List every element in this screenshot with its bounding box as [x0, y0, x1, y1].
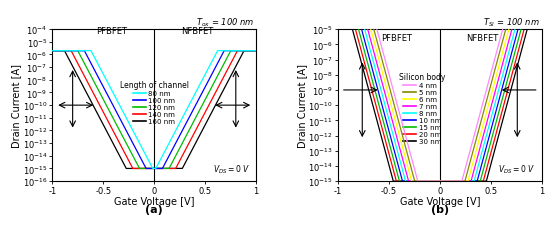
Text: $T_{ox}$ = 100 nm: $T_{ox}$ = 100 nm: [196, 16, 254, 28]
Text: PFBFET: PFBFET: [382, 34, 412, 43]
X-axis label: Gate Voltage [V]: Gate Voltage [V]: [114, 197, 195, 207]
Text: (a): (a): [145, 204, 163, 214]
Text: $V_{DS}=0$ V: $V_{DS}=0$ V: [213, 163, 250, 175]
X-axis label: Gate Voltage [V]: Gate Voltage [V]: [399, 197, 480, 207]
Text: PFBFET: PFBFET: [96, 27, 127, 36]
Text: (b): (b): [431, 204, 449, 214]
Y-axis label: Drain Current [A]: Drain Current [A]: [11, 64, 21, 148]
Y-axis label: Drain Current [A]: Drain Current [A]: [297, 64, 307, 148]
Text: $V_{DS}=0$ V: $V_{DS}=0$ V: [498, 163, 536, 175]
Text: NFBFET: NFBFET: [466, 34, 499, 43]
Text: NFBFET: NFBFET: [181, 27, 213, 36]
Legend: 4 nm, 5 nm, 6 nm, 7 nm, 8 nm, 10 nm, 15 nm, 20 nm, 30 nm: 4 nm, 5 nm, 6 nm, 7 nm, 8 nm, 10 nm, 15 …: [397, 70, 448, 148]
Text: $T_{Si}$ = 100 nm: $T_{Si}$ = 100 nm: [483, 16, 540, 28]
Legend: 80 nm, 100 nm, 120 nm, 140 nm, 160 nm: 80 nm, 100 nm, 120 nm, 140 nm, 160 nm: [117, 78, 191, 128]
